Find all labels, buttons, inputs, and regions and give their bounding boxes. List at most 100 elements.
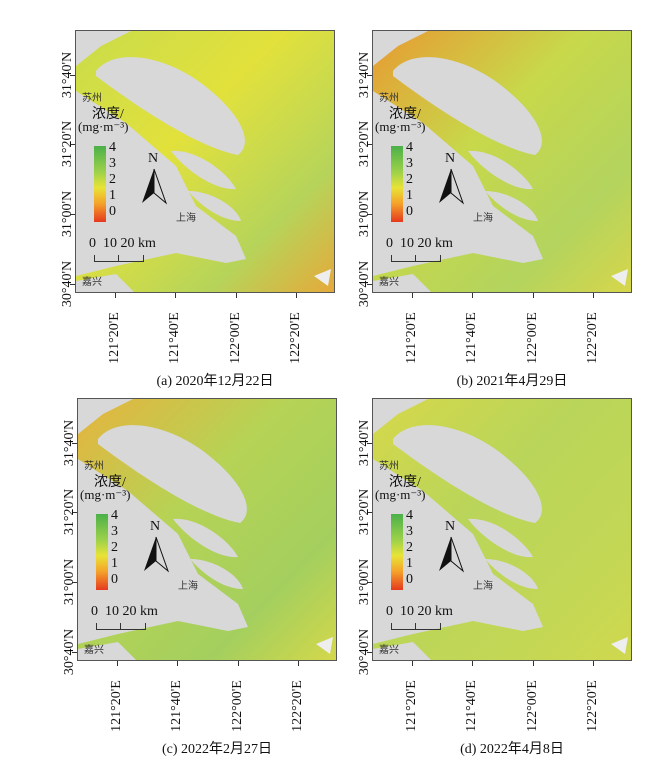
color-bar	[391, 514, 403, 590]
land-shanghai	[78, 459, 248, 644]
land-north	[373, 399, 428, 434]
tick: 4	[109, 140, 116, 155]
y-tick-label: 30°40'N	[357, 260, 372, 308]
land-north	[76, 31, 131, 66]
x-tick-label: 122°20'E	[585, 312, 600, 364]
scale-label: 0 10 20 km	[89, 236, 156, 251]
legend-title: 浓度/	[94, 475, 126, 490]
legend-unit: (mg·m⁻³)	[80, 487, 131, 502]
tick: 3	[109, 156, 116, 171]
x-tick-label: 121°20'E	[404, 312, 419, 364]
hengsha-island	[485, 559, 538, 589]
island-small	[314, 269, 331, 286]
x-tick-label: 121°40'E	[464, 312, 479, 364]
color-bar	[94, 146, 106, 222]
tick: 2	[406, 540, 413, 555]
panel-caption: (d) 2022年4月8日	[460, 742, 564, 757]
tick: 1	[111, 556, 118, 571]
tick: 1	[109, 188, 116, 203]
north-label: N	[445, 519, 456, 534]
x-tick-label: 122°00'E	[230, 680, 245, 732]
color-bar	[96, 514, 108, 590]
x-tick-label: 122°20'E	[288, 312, 303, 364]
y-tick-label: 31°40'N	[62, 419, 77, 467]
tick: 4	[406, 508, 413, 523]
panel-caption: (a) 2020年12月22日	[156, 374, 274, 389]
scale-label: 0 10 20 km	[91, 604, 158, 619]
y-tick-label: 30°40'N	[60, 260, 75, 308]
island-small	[611, 637, 628, 654]
north-arrow-icon	[439, 536, 465, 573]
changxing-island	[468, 518, 533, 558]
x-tick-label: 121°40'E	[169, 680, 184, 732]
label-suzhou: 苏州	[82, 93, 102, 104]
x-tick-label: 121°20'E	[107, 312, 122, 364]
panel-caption: (b) 2021年4月29日	[456, 374, 568, 389]
scale-bar	[391, 623, 441, 630]
tick: 0	[109, 204, 116, 219]
y-tick-label: 31°00'N	[62, 558, 77, 606]
x-tick-label: 121°20'E	[404, 680, 419, 732]
label-suzhou: 苏州	[379, 461, 399, 472]
x-tick-label: 121°20'E	[109, 680, 124, 732]
map-panel-a: 苏州 浓度/ (mg·m⁻³) 4 3 2 1 0 N 上海 0 10 20 k…	[60, 30, 375, 400]
tick: 4	[111, 508, 118, 523]
x-tick-label: 122°00'E	[525, 312, 540, 364]
label-jiaxing: 嘉兴	[82, 277, 102, 288]
land-north	[373, 31, 428, 66]
tick: 1	[406, 188, 413, 203]
map-image	[76, 31, 334, 292]
y-tick-label: 31°40'N	[357, 419, 372, 467]
concentration-map: 苏州 浓度/ (mg·m⁻³) 4 3 2 1 0 N 上海 0 10 20 k…	[372, 398, 632, 661]
y-tick-label: 31°00'N	[357, 558, 372, 606]
hengsha-island	[485, 191, 538, 221]
concentration-map: 苏州 浓度/ (mg·m⁻³) 4 3 2 1 0 N 上海 0 10 20 k…	[77, 398, 337, 661]
color-bar-ticks: 4 3 2 1 0	[109, 140, 116, 220]
map-image	[78, 399, 336, 660]
legend-unit: (mg·m⁻³)	[375, 487, 426, 502]
land-jiaxing	[76, 274, 134, 292]
hengsha-island	[188, 191, 241, 221]
island-small	[316, 637, 333, 654]
y-tick-label: 31°20'N	[357, 120, 372, 168]
scale-bar	[96, 623, 146, 630]
concentration-map: 苏州 浓度/ (mg·m⁻³) 4 3 2 1 0 N 上海 0 10 20 k…	[75, 30, 335, 293]
land-north	[78, 399, 133, 434]
tick: 3	[406, 524, 413, 539]
x-tick-label: 121°40'E	[464, 680, 479, 732]
map-panel-d: 苏州 浓度/ (mg·m⁻³) 4 3 2 1 0 N 上海 0 10 20 k…	[357, 398, 650, 768]
concentration-map: 苏州 浓度/ (mg·m⁻³) 4 3 2 1 0 N 上海 0 10 20 k…	[372, 30, 632, 293]
color-bar	[391, 146, 403, 222]
x-tick-label: 121°40'E	[167, 312, 182, 364]
scale-label: 0 10 20 km	[386, 604, 453, 619]
land-jiaxing	[78, 642, 136, 660]
land-shanghai	[76, 91, 246, 276]
map-image	[373, 399, 631, 660]
north-arrow-icon	[144, 536, 170, 573]
color-bar-ticks: 4 3 2 1 0	[406, 140, 413, 220]
tick: 0	[406, 204, 413, 219]
north-label: N	[148, 151, 159, 166]
color-bar-ticks: 4 3 2 1 0	[406, 508, 413, 588]
chongming-island	[393, 57, 542, 155]
scale-label: 0 10 20 km	[386, 236, 453, 251]
land-shanghai	[373, 91, 543, 276]
x-tick-label: 122°00'E	[228, 312, 243, 364]
changxing-island	[171, 150, 236, 190]
label-suzhou: 苏州	[84, 461, 104, 472]
chongming-island	[96, 57, 245, 155]
y-tick-label: 31°20'N	[357, 488, 372, 536]
legend-title: 浓度/	[389, 107, 421, 122]
chongming-island	[98, 425, 247, 523]
north-arrow-icon	[142, 168, 168, 205]
land-shanghai	[373, 459, 543, 644]
label-shanghai: 上海	[176, 213, 196, 224]
y-tick-label: 31°20'N	[60, 120, 75, 168]
legend-unit: (mg·m⁻³)	[78, 119, 129, 134]
changxing-island	[173, 518, 238, 558]
label-shanghai: 上海	[473, 213, 493, 224]
panel-caption: (c) 2022年2月27日	[161, 742, 273, 757]
land-jiaxing	[373, 274, 431, 292]
land-jiaxing	[373, 642, 431, 660]
tick: 1	[406, 556, 413, 571]
